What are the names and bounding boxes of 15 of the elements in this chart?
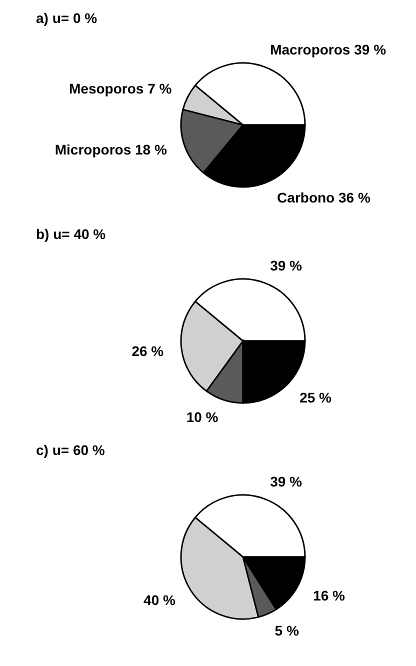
data-label: 16 % — [313, 588, 346, 604]
slice-label: Carbono 36 % — [277, 189, 371, 206]
slice-label: Mesoporos 7 % — [69, 80, 172, 97]
slice-label: Microporos 18 % — [54, 142, 168, 158]
data-label: 40 % — [144, 592, 176, 608]
chart-title: c) u= 60 % — [36, 442, 105, 458]
slice-label: Macroporos 39 % — [270, 42, 387, 58]
data-label: 39 % — [270, 474, 303, 490]
data-label: 10 % — [186, 409, 219, 426]
data-label: 25 % — [300, 390, 332, 406]
data-label: 39 % — [270, 258, 303, 274]
data-label: 26 % — [132, 343, 164, 360]
data-label: 5 % — [274, 622, 300, 638]
chart-title: a) u= 0 % — [36, 10, 98, 26]
chart-title: b) u= 40 % — [36, 226, 106, 242]
